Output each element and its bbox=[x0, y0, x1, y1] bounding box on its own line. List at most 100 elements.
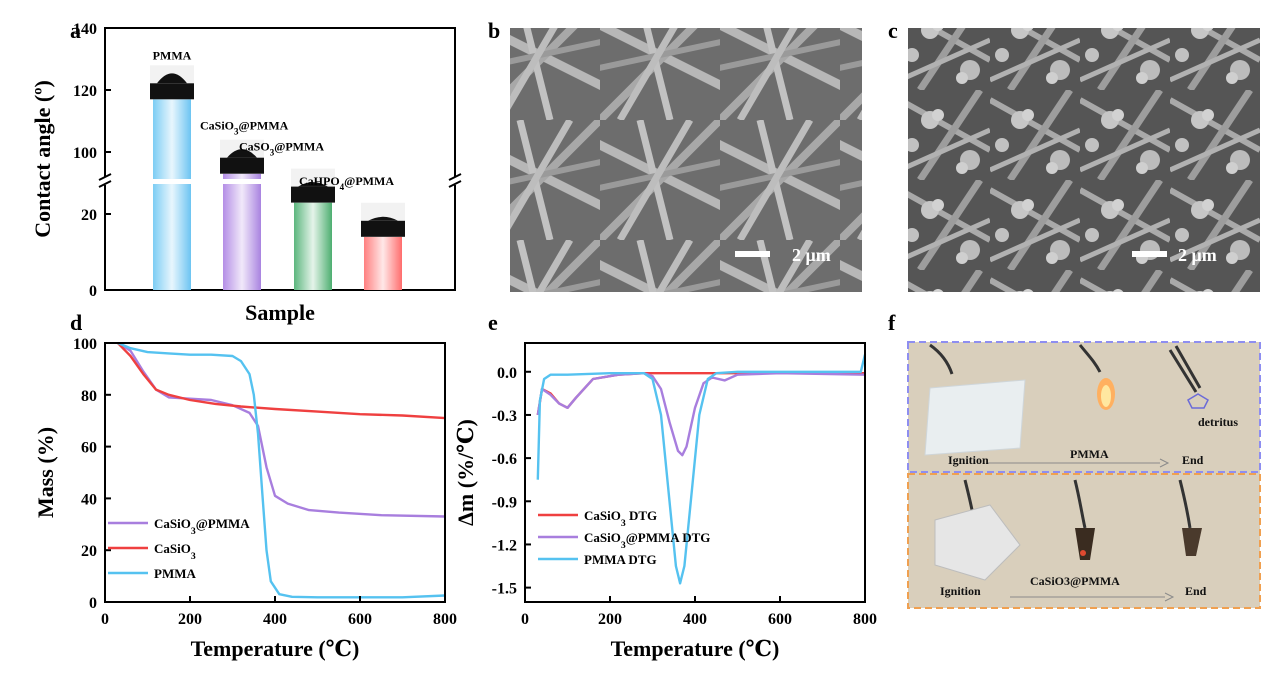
panel-label-a: a bbox=[70, 18, 81, 43]
plot-frame bbox=[104, 27, 456, 291]
pmma-photo-frame bbox=[907, 341, 1261, 473]
x-axis-label: Temperature (℃) bbox=[191, 636, 360, 661]
axis-break-mark bbox=[98, 173, 112, 181]
droplet-substrate bbox=[220, 157, 264, 174]
legend-label-2: PMMA DTG bbox=[584, 552, 657, 567]
droplet-shape bbox=[227, 149, 257, 158]
legend-label-0: CaSiO3 DTG bbox=[584, 508, 657, 529]
bar-PMMA bbox=[153, 99, 191, 290]
y-tick-label-3: 60 bbox=[81, 440, 97, 457]
axis-break-gap bbox=[99, 177, 111, 185]
axis-break-mark bbox=[98, 180, 112, 188]
y-tick-label-0: 0.0 bbox=[497, 365, 517, 382]
photo-top-right: End bbox=[1182, 453, 1204, 467]
droplet-substrate bbox=[361, 220, 405, 237]
x-tick-label-1: 200 bbox=[598, 611, 622, 628]
droplet-shape bbox=[368, 216, 398, 221]
y-tick-label-0: 0 bbox=[89, 595, 97, 612]
photo-bottom-right: End bbox=[1185, 584, 1207, 598]
droplet-shape bbox=[157, 73, 187, 84]
panel-label-b: b bbox=[488, 18, 500, 43]
series-line-0 bbox=[117, 341, 446, 518]
scale-bar-b bbox=[735, 251, 770, 257]
bar-CaSiO3@PMMA bbox=[223, 173, 261, 290]
tga-mass-chart: 0 200 400 600 800 0 20 40 60 80 100 Temperature (℃)… bbox=[33, 336, 457, 661]
y-tick-label-4: 80 bbox=[81, 388, 97, 405]
photo-bottom-left: Ignition bbox=[940, 584, 981, 598]
photo-top-left: Ignition bbox=[948, 453, 989, 467]
casio3-membrane-photo bbox=[934, 504, 1021, 581]
casio3-photo-frame bbox=[907, 473, 1261, 609]
y-tick-label-3: 120 bbox=[73, 83, 97, 100]
combustion-photos: detritus Ignition PMMA End Ignition CaSi… bbox=[907, 341, 1261, 609]
x-tick-label-2: 400 bbox=[683, 611, 707, 628]
bar-CaSO3@PMMA bbox=[294, 202, 332, 290]
bar-CaHPO4@PMMA bbox=[364, 236, 402, 290]
photo-bottom-middle: CaSiO3@PMMA bbox=[1030, 574, 1120, 588]
pmma-membrane-photo bbox=[924, 379, 1026, 456]
sem-image-c: 2 μm bbox=[908, 28, 1260, 292]
x-axis-label: Sample bbox=[245, 300, 315, 325]
y-tick-label-4: -1.2 bbox=[492, 537, 517, 554]
x-tick-label-3: 600 bbox=[768, 611, 792, 628]
bar-break-gap bbox=[222, 179, 262, 184]
y-tick-label-3: -0.9 bbox=[492, 494, 517, 511]
droplet-substrate bbox=[150, 83, 194, 100]
y-tick-label-5: 100 bbox=[73, 336, 97, 353]
y-tick-label-2: 100 bbox=[73, 145, 97, 162]
series-line-2 bbox=[536, 354, 867, 585]
scale-label-c: 2 μm bbox=[1178, 245, 1217, 265]
photo-top-middle: PMMA bbox=[1070, 447, 1109, 461]
legend-label-1: CaSiO3@PMMA DTG bbox=[584, 530, 710, 551]
bar-label-0: PMMA bbox=[153, 48, 192, 62]
y-axis-label: Mass (%) bbox=[33, 427, 58, 518]
plot-frame bbox=[104, 342, 446, 603]
y-axis-label: Contact angle (º) bbox=[30, 80, 55, 238]
contact-angle-chart: 0 20 100 120 140 PMMA CaSiO3@PMMA CaSO3@PMMA CaH… bbox=[30, 21, 462, 325]
photo-top-note: detritus bbox=[1198, 415, 1238, 429]
tweezer-icon bbox=[929, 343, 954, 375]
x-tick-label-0: 0 bbox=[101, 611, 109, 628]
legend-label-0: CaSiO3@PMMA bbox=[154, 516, 250, 537]
axis-break-gap bbox=[449, 177, 461, 185]
y-tick-label-4: 140 bbox=[73, 21, 97, 38]
x-tick-label-3: 600 bbox=[348, 611, 372, 628]
y-tick-label-2: -0.6 bbox=[492, 451, 517, 468]
panel-label-c: c bbox=[888, 18, 898, 43]
legend-label-2: PMMA bbox=[154, 566, 196, 581]
series-line-1 bbox=[536, 372, 866, 457]
axis-break-mark bbox=[448, 180, 462, 188]
axis-break-mark bbox=[448, 173, 462, 181]
y-tick-label-1: -0.3 bbox=[492, 408, 517, 425]
droplet-substrate bbox=[291, 186, 335, 203]
panel-label-e: e bbox=[488, 310, 498, 335]
x-tick-label-4: 800 bbox=[853, 611, 877, 628]
x-tick-label-4: 800 bbox=[433, 611, 457, 628]
series-line-2 bbox=[117, 341, 446, 599]
y-tick-label-1: 20 bbox=[81, 207, 97, 224]
plot-frame bbox=[524, 342, 866, 603]
bar-label-1: CaSiO3@PMMA bbox=[200, 119, 289, 137]
detritus-icon bbox=[1187, 393, 1209, 409]
bar-label-2: CaSO3@PMMA bbox=[239, 140, 324, 158]
legend-label-1: CaSiO3 bbox=[154, 541, 196, 562]
bar-label-3: CaHPO4@PMMA bbox=[299, 174, 394, 192]
scale-bar-c bbox=[1132, 251, 1167, 257]
y-tick-label-2: 40 bbox=[81, 491, 97, 508]
y-axis-label: Δm (%/℃) bbox=[453, 419, 478, 526]
y-tick-label-5: -1.5 bbox=[492, 581, 517, 598]
bar-break-gap bbox=[152, 179, 192, 184]
panel-label-f: f bbox=[888, 310, 896, 335]
scale-label-b: 2 μm bbox=[792, 245, 831, 265]
sem-image-b: 2 μm bbox=[510, 28, 862, 292]
x-tick-label-0: 0 bbox=[521, 611, 529, 628]
x-tick-label-1: 200 bbox=[178, 611, 202, 628]
x-tick-label-2: 400 bbox=[263, 611, 287, 628]
panel-label-d: d bbox=[70, 310, 82, 335]
series-line-1 bbox=[116, 342, 446, 420]
x-axis-label: Temperature (℃) bbox=[611, 636, 780, 661]
droplet-shape bbox=[298, 182, 328, 187]
y-tick-label-1: 20 bbox=[81, 543, 97, 560]
dtg-chart: 0 200 400 600 800 0.0 -0.3 -0.6 -0.9 -1.2 -1.5 Temp… bbox=[453, 342, 877, 661]
